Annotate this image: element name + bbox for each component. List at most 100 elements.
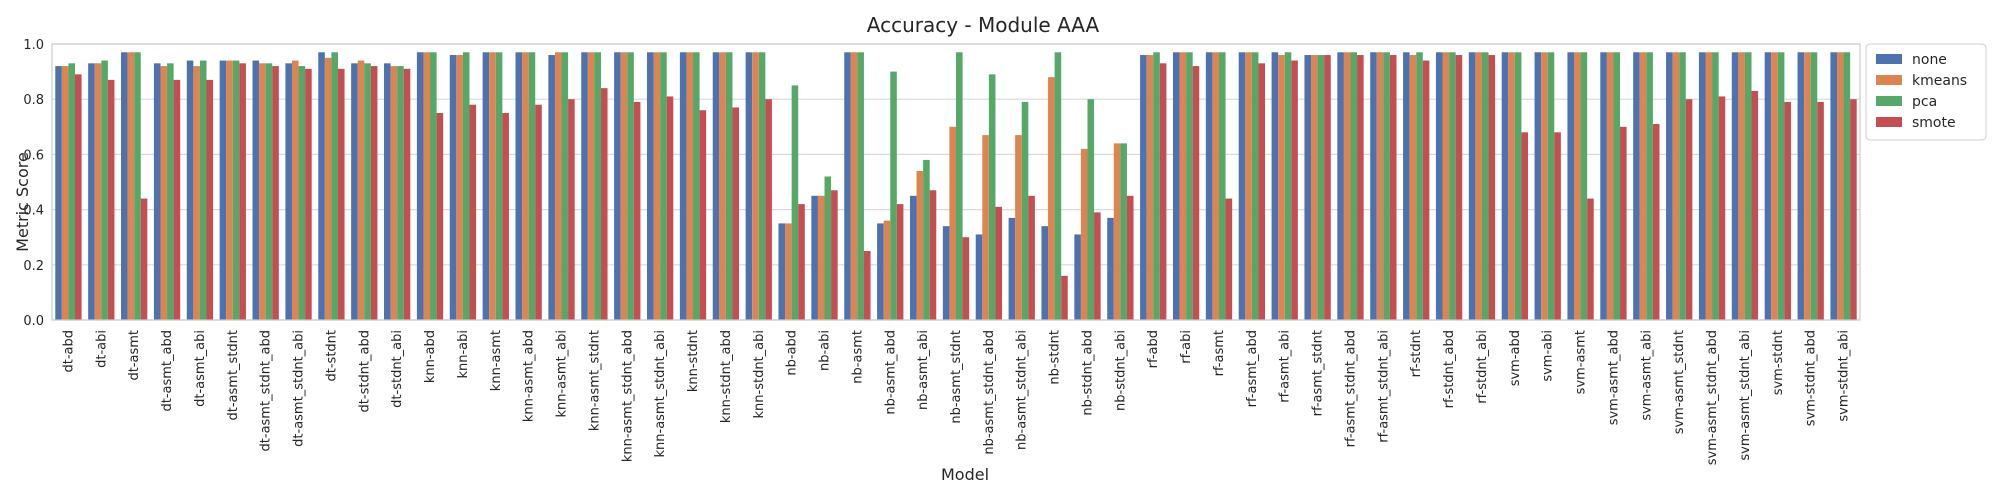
x-tick-label: svm-stdnt_abi	[1837, 330, 1852, 422]
bar-smote-nb-abd	[798, 204, 805, 320]
bar-none-rf-abi	[1172, 52, 1180, 320]
bar-kmeans-dt-abi	[94, 63, 102, 320]
bar-kmeans-nb-abd	[785, 223, 792, 320]
y-axis-label: Metric Score	[13, 152, 32, 252]
plot-frame	[51, 43, 1861, 321]
x-tick-label: nb-stdnt_abi	[1113, 330, 1128, 411]
legend-label-pca: pca	[1912, 94, 1937, 110]
bar-kmeans-nb-asmt_stdnt_abd	[982, 135, 989, 320]
bar-kmeans-knn-stdnt_abd	[719, 52, 726, 320]
bar-kmeans-nb-asmt_abd	[883, 220, 891, 320]
bar-smote-rf-abi	[1192, 66, 1200, 320]
bar-none-svm-abd	[1501, 52, 1509, 320]
bar-none-svm-abi	[1534, 52, 1542, 320]
bar-pca-nb-asmt_abi	[923, 159, 930, 320]
bar-kmeans-rf-stdnt	[1409, 55, 1417, 320]
bar-none-nb-asmt_stdnt	[942, 226, 950, 320]
bar-smote-knn-asmt_stdnt	[600, 88, 608, 320]
bar-none-nb-stdnt_abi	[1107, 217, 1114, 320]
bar-none-nb-asmt_abi	[909, 195, 917, 320]
x-tick-label: svm-asmt_stdnt_abi	[1738, 330, 1753, 461]
bar-smote-knn-asmt_stdnt_abi	[666, 96, 674, 320]
y-tick-label: 0.2	[23, 259, 44, 274]
bar-pca-dt-stdnt_abd	[364, 63, 371, 320]
y-tick-label: 0.4	[23, 204, 44, 219]
bar-smote-knn-asmt_abi	[568, 99, 575, 320]
bar-none-dt-asmt_abi	[186, 60, 194, 321]
x-tick-label: knn-asmt	[489, 330, 504, 391]
x-tick-label: nb-asmt_stdnt	[949, 330, 964, 424]
bar-none-svm-stdnt_abi	[1830, 52, 1837, 320]
y-tick-label: 0.8	[23, 93, 44, 108]
x-tick-label: svm-asmt_stdnt_abd	[1705, 330, 1720, 465]
bar-smote-dt-asmt_abd	[173, 79, 181, 320]
x-tick-label: nb-asmt_stdnt_abi	[1015, 330, 1030, 450]
x-tick-label: dt-asmt_stdnt_abd	[259, 330, 274, 451]
x-tick-label: dt-asmt_abi	[193, 330, 208, 407]
x-tick-label: svm-stdnt	[1771, 330, 1786, 395]
bar-smote-svm-asmt_abi	[1652, 124, 1660, 320]
bar-pca-dt-asmt_stdnt_abd	[265, 63, 273, 320]
x-tick-label: knn-stdnt_abd	[719, 330, 734, 423]
bar-smote-nb-stdnt_abd	[1094, 212, 1101, 320]
x-tick-label: rf-asmt_abi	[1278, 330, 1293, 403]
bar-pca-knn-stdnt_abd	[725, 52, 733, 320]
bar-kmeans-knn-asmt_stdnt_abi	[653, 52, 661, 320]
x-tick-label: dt-stdnt_abd	[357, 330, 372, 412]
bar-none-dt-asmt_stdnt_abi	[285, 63, 292, 320]
bar-pca-nb-asmt_stdnt_abi	[1021, 101, 1029, 321]
bar-kmeans-rf-asmt_abd	[1245, 52, 1252, 320]
x-tick-label: knn-asmt_stdnt	[587, 330, 602, 431]
bar-pca-nb-asmt_stdnt	[956, 52, 963, 320]
bar-pca-dt-abi	[101, 60, 108, 321]
bar-kmeans-dt-asmt_stdnt_abd	[259, 63, 266, 320]
x-tick-label: svm-asmt_abi	[1639, 330, 1654, 421]
bar-pca-rf-stdnt_abi	[1481, 52, 1489, 320]
bar-none-nb-stdnt	[1041, 226, 1049, 320]
legend-label-smote: smote	[1912, 115, 1956, 131]
bar-smote-rf-asmt	[1225, 198, 1233, 320]
chart-title: Accuracy - Module AAA	[867, 13, 1100, 37]
bar-pca-dt-asmt_abi	[199, 60, 207, 321]
bar-smote-knn-stdnt_abi	[765, 99, 772, 320]
bar-smote-rf-abd	[1159, 63, 1167, 320]
x-tick-label: dt-asmt_abd	[160, 330, 175, 412]
bar-none-svm-asmt_stdnt_abd	[1698, 52, 1706, 320]
legend-swatch-pca	[1876, 96, 1902, 106]
bar-smote-rf-stdnt_abd	[1455, 55, 1463, 320]
x-tick-label: knn-asmt_stdnt_abd	[620, 330, 635, 462]
bars-layer	[55, 52, 1857, 321]
bar-none-rf-asmt	[1205, 52, 1213, 320]
bar-pca-rf-asmt_stdnt	[1317, 55, 1325, 320]
legend-label-none: none	[1912, 52, 1947, 68]
bar-smote-nb-asmt_stdnt_abi	[1028, 195, 1035, 320]
bar-none-dt-stdnt_abd	[351, 63, 358, 320]
bar-smote-svm-asmt_stdnt_abi	[1751, 90, 1759, 320]
bar-smote-knn-asmt_stdnt_abd	[633, 101, 641, 321]
x-tick-label: dt-abi	[94, 330, 109, 368]
bar-kmeans-svm-stdnt_abd	[1804, 52, 1811, 320]
bar-smote-knn-stdnt_abd	[732, 107, 740, 320]
bar-smote-knn-abd	[436, 113, 444, 320]
bar-kmeans-svm-stdnt	[1771, 52, 1778, 320]
bar-kmeans-rf-abi	[1179, 52, 1187, 320]
bar-pca-knn-asmt_stdnt_abd	[627, 52, 634, 320]
bar-smote-nb-abi	[831, 190, 838, 320]
bar-smote-nb-asmt_abd	[896, 204, 904, 320]
x-tick-label: knn-asmt_stdnt_abi	[653, 330, 668, 458]
x-tick-label: dt-asmt_stdnt	[226, 330, 241, 421]
bar-none-svm-asmt	[1567, 52, 1575, 320]
bar-smote-knn-abi	[469, 104, 477, 320]
bar-pca-rf-asmt	[1218, 52, 1226, 320]
x-tick-label: svm-stdnt_abd	[1804, 330, 1819, 426]
bar-none-nb-stdnt_abd	[1074, 234, 1081, 320]
bar-smote-svm-abi	[1554, 132, 1561, 320]
bar-smote-nb-asmt_abi	[929, 190, 937, 320]
bar-kmeans-svm-asmt_stdnt	[1672, 52, 1680, 320]
bar-pca-nb-stdnt	[1054, 52, 1062, 320]
bar-kmeans-rf-stdnt_abd	[1442, 52, 1450, 320]
bar-none-rf-asmt_stdnt	[1304, 55, 1312, 320]
bar-none-knn-asmt	[482, 52, 490, 320]
x-tick-label: nb-asmt_abd	[883, 330, 898, 415]
x-tick-label: knn-asmt_abd	[522, 330, 537, 422]
